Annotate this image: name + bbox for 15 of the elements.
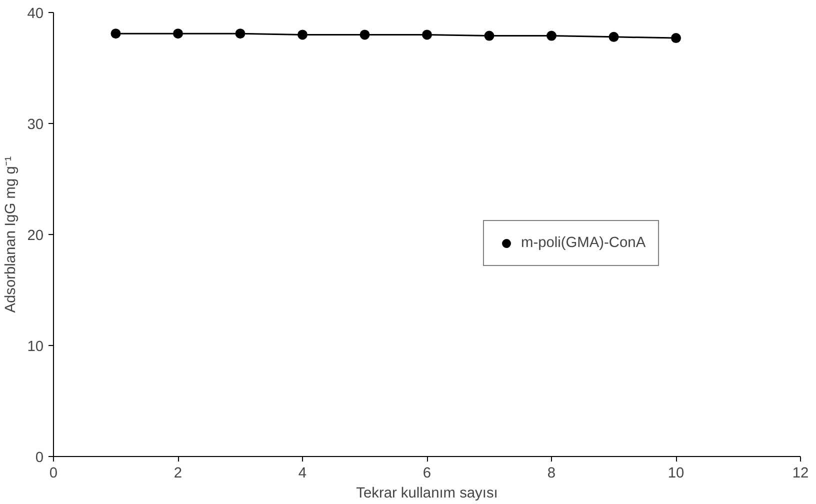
y-axis-title: Adsorblanan IgG mg g⁻¹ — [3, 156, 20, 313]
x-tick-label: 12 — [792, 466, 809, 482]
y-tick-label: 0 — [35, 450, 44, 466]
x-tick-label: 8 — [547, 466, 556, 482]
x-tick-label: 2 — [174, 466, 182, 482]
x-tick-label: 6 — [422, 466, 432, 482]
y-tick-label: 10 — [27, 339, 44, 355]
legend-label: m-poli(GMA)-ConA — [521, 235, 646, 251]
x-tick-label: 10 — [668, 466, 684, 482]
x-axis-title: Tekrar kullanım sayısı — [356, 486, 498, 502]
y-tick-label: 30 — [27, 117, 44, 133]
x-tick-label: 4 — [298, 466, 307, 482]
x-tick-label: 0 — [49, 466, 58, 482]
y-tick-label: 40 — [27, 6, 44, 22]
y-tick-label: 20 — [27, 228, 44, 244]
